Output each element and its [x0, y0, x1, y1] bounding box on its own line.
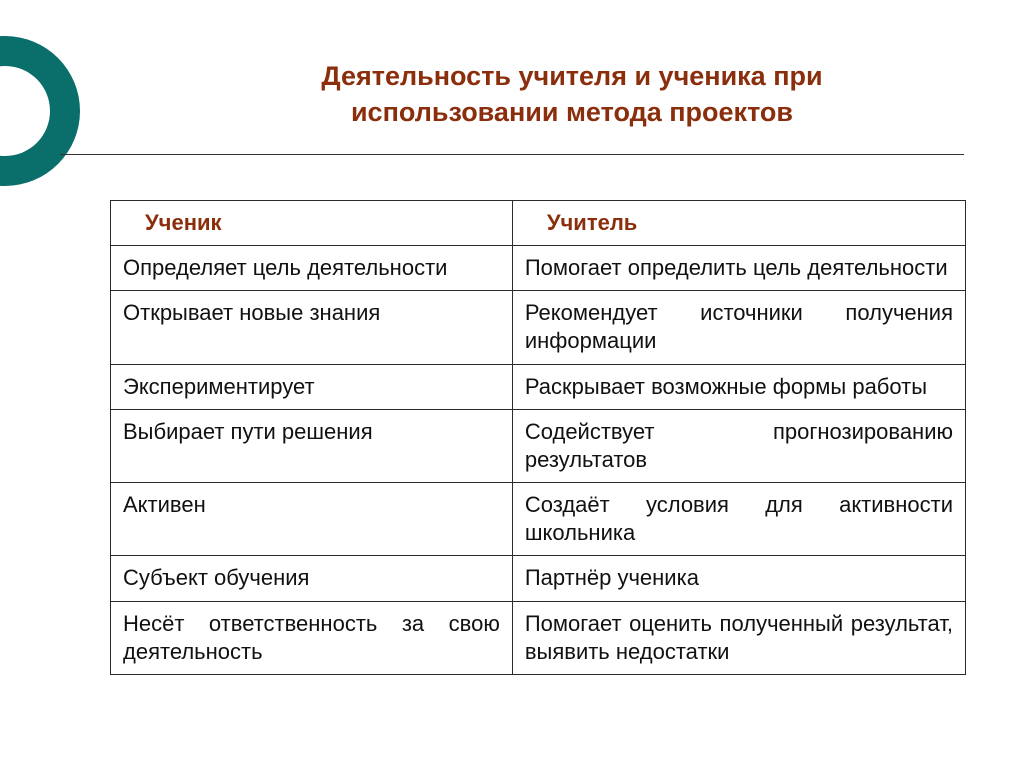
cell-teacher: Создаёт условия для активности школьника — [512, 483, 965, 556]
title-line-2: использовании метода проектов — [351, 97, 793, 127]
cell-student: Экспериментирует — [111, 364, 513, 409]
cell-student: Открывает новые знания — [111, 291, 513, 364]
table-header-row: Ученик Учитель — [111, 201, 966, 246]
cell-teacher: Помогает определить цель деятельности — [512, 246, 965, 291]
comparison-table-wrap: Ученик Учитель Определяет цель деятельно… — [110, 200, 966, 675]
table-row: Субъект обучения Партнёр ученика — [111, 556, 966, 601]
cell-student: Определяет цель деятельности — [111, 246, 513, 291]
cell-teacher: Рекомендует источники получения информац… — [512, 291, 965, 364]
cell-student: Субъект обучения — [111, 556, 513, 601]
table-row: Несёт ответственность за свою деятельнос… — [111, 601, 966, 674]
table-row: Определяет цель деятельности Помогает оп… — [111, 246, 966, 291]
cell-teacher: Содействует прогнозированию результатов — [512, 409, 965, 482]
table-row: Открывает новые знания Рекомендует источ… — [111, 291, 966, 364]
slide-title: Деятельность учителя и ученика при испол… — [180, 58, 964, 131]
cell-student: Несёт ответственность за свою деятельнос… — [111, 601, 513, 674]
title-line-1: Деятельность учителя и ученика при — [321, 61, 822, 91]
col-header-teacher: Учитель — [512, 201, 965, 246]
cell-student: Выбирает пути решения — [111, 409, 513, 482]
col-header-student: Ученик — [111, 201, 513, 246]
cell-teacher: Помогает оценить полученный результат, в… — [512, 601, 965, 674]
table-row: Активен Создаёт условия для активности ш… — [111, 483, 966, 556]
title-underline — [60, 154, 964, 155]
cell-teacher: Раскрывает возможные формы работы — [512, 364, 965, 409]
cell-teacher: Партнёр ученика — [512, 556, 965, 601]
corner-ring-ornament — [0, 36, 80, 186]
comparison-table: Ученик Учитель Определяет цель деятельно… — [110, 200, 966, 675]
cell-student: Активен — [111, 483, 513, 556]
table-row: Выбирает пути решения Содействует прогно… — [111, 409, 966, 482]
table-row: Экспериментирует Раскрывает возможные фо… — [111, 364, 966, 409]
